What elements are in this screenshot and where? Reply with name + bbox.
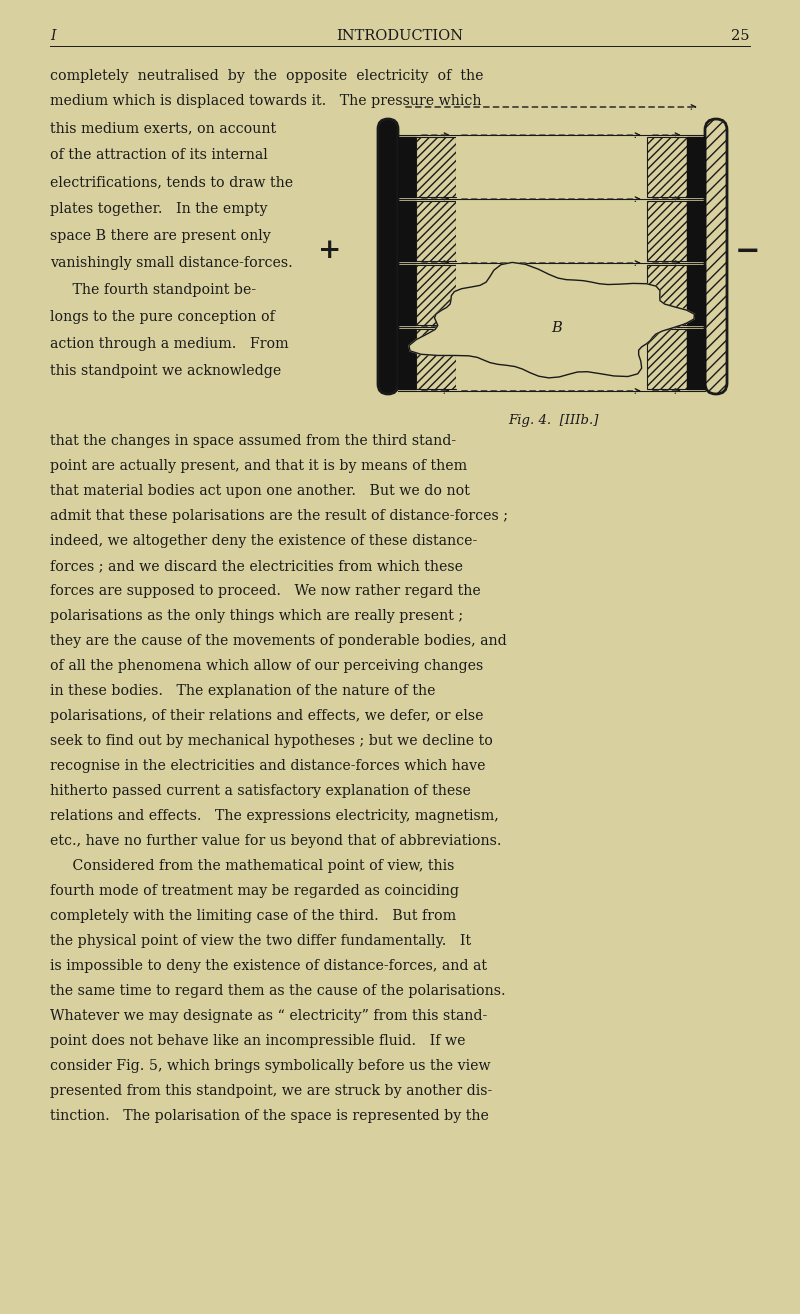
Text: I: I [50,29,55,43]
Bar [398,201,416,261]
Bar [398,328,416,389]
Text: Considered from the mathematical point of view, this: Considered from the mathematical point o… [50,859,454,872]
Bar [398,137,416,197]
Text: that material bodies act upon one another.   But we do not: that material bodies act upon one anothe… [50,484,470,498]
Text: point does not behave like an incompressible fluid.   If we: point does not behave like an incompress… [50,1034,466,1049]
Text: indeed, we altogether deny the existence of these distance-: indeed, we altogether deny the existence… [50,533,478,548]
Bar [687,137,705,197]
Text: +: + [318,238,342,264]
Bar [416,265,456,325]
Bar [647,265,687,325]
Text: polarisations, of their relations and effects, we defer, or else: polarisations, of their relations and ef… [50,710,483,723]
Text: INTRODUCTION: INTRODUCTION [337,29,463,43]
Bar [687,201,705,261]
Bar [647,328,687,389]
Text: admit that these polarisations are the result of distance-forces ;: admit that these polarisations are the r… [50,509,508,523]
Text: action through a medium.   From: action through a medium. From [50,336,289,351]
Text: forces are supposed to proceed.   We now rather regard the: forces are supposed to proceed. We now r… [50,583,481,598]
Bar [456,265,647,325]
Bar [456,328,647,389]
FancyBboxPatch shape [378,120,398,394]
Text: completely  neutralised  by  the  opposite  electricity  of  the: completely neutralised by the opposite e… [50,70,483,83]
Text: hitherto passed current a satisfactory explanation of these: hitherto passed current a satisfactory e… [50,784,471,798]
Text: relations and effects.   The expressions electricity, magnetism,: relations and effects. The expressions e… [50,809,498,823]
Text: Fig. 4.  [IIIb.]: Fig. 4. [IIIb.] [508,414,598,427]
Bar [647,201,687,261]
FancyBboxPatch shape [705,120,727,394]
Text: longs to the pure conception of: longs to the pure conception of [50,310,275,325]
Text: vanishingly small distance-forces.: vanishingly small distance-forces. [50,256,293,269]
Text: fourth mode of treatment may be regarded as coinciding: fourth mode of treatment may be regarded… [50,884,459,897]
Text: the physical point of view the two differ fundamentally.   It: the physical point of view the two diffe… [50,934,471,947]
Text: plates together.   In the empty: plates together. In the empty [50,202,267,215]
Text: completely with the limiting case of the third.   But from: completely with the limiting case of the… [50,909,456,922]
Text: point are actually present, and that it is by means of them: point are actually present, and that it … [50,459,467,473]
Polygon shape [409,263,694,378]
Text: −: − [735,235,761,267]
Text: electrifications, tends to draw the: electrifications, tends to draw the [50,175,293,189]
Text: this medium exerts, on account: this medium exerts, on account [50,121,276,135]
Text: Whatever we may designate as “ electricity” from this stand-: Whatever we may designate as “ electrici… [50,1009,487,1024]
Text: of the attraction of its internal: of the attraction of its internal [50,148,268,162]
Text: The fourth standpoint be-: The fourth standpoint be- [50,283,256,297]
Bar [687,328,705,389]
Bar [687,265,705,325]
Text: consider Fig. 5, which brings symbolically before us the view: consider Fig. 5, which brings symbolical… [50,1059,490,1074]
Text: presented from this standpoint, we are struck by another dis-: presented from this standpoint, we are s… [50,1084,492,1099]
Text: of all the phenomena which allow of our perceiving changes: of all the phenomena which allow of our … [50,660,483,673]
Text: forces ; and we discard the electricities from which these: forces ; and we discard the electricitie… [50,558,463,573]
Text: the same time to regard them as the cause of the polarisations.: the same time to regard them as the caus… [50,984,506,999]
Text: 25: 25 [731,29,750,43]
Text: that the changes in space assumed from the third stand-: that the changes in space assumed from t… [50,434,456,448]
Text: space B there are present only: space B there are present only [50,229,270,243]
Bar [456,201,647,261]
Bar [398,265,416,325]
Text: polarisations as the only things which are really present ;: polarisations as the only things which a… [50,608,463,623]
Text: they are the cause of the movements of ponderable bodies, and: they are the cause of the movements of p… [50,633,506,648]
Text: tinction.   The polarisation of the space is represented by the: tinction. The polarisation of the space … [50,1109,489,1123]
Bar [416,201,456,261]
Text: is impossible to deny the existence of distance-forces, and at: is impossible to deny the existence of d… [50,959,487,972]
Bar [416,328,456,389]
Bar [416,137,456,197]
Text: in these bodies.   The explanation of the nature of the: in these bodies. The explanation of the … [50,685,435,698]
Text: recognise in the electricities and distance-forces which have: recognise in the electricities and dista… [50,759,486,773]
Text: medium which is displaced towards it.   The pressure which: medium which is displaced towards it. Th… [50,95,482,108]
Bar [456,137,647,197]
Text: B: B [551,321,562,335]
Text: etc., have no further value for us beyond that of abbreviations.: etc., have no further value for us beyon… [50,834,502,848]
Text: this standpoint we acknowledge: this standpoint we acknowledge [50,364,282,378]
Bar [647,137,687,197]
Text: seek to find out by mechanical hypotheses ; but we decline to: seek to find out by mechanical hypothese… [50,735,493,748]
